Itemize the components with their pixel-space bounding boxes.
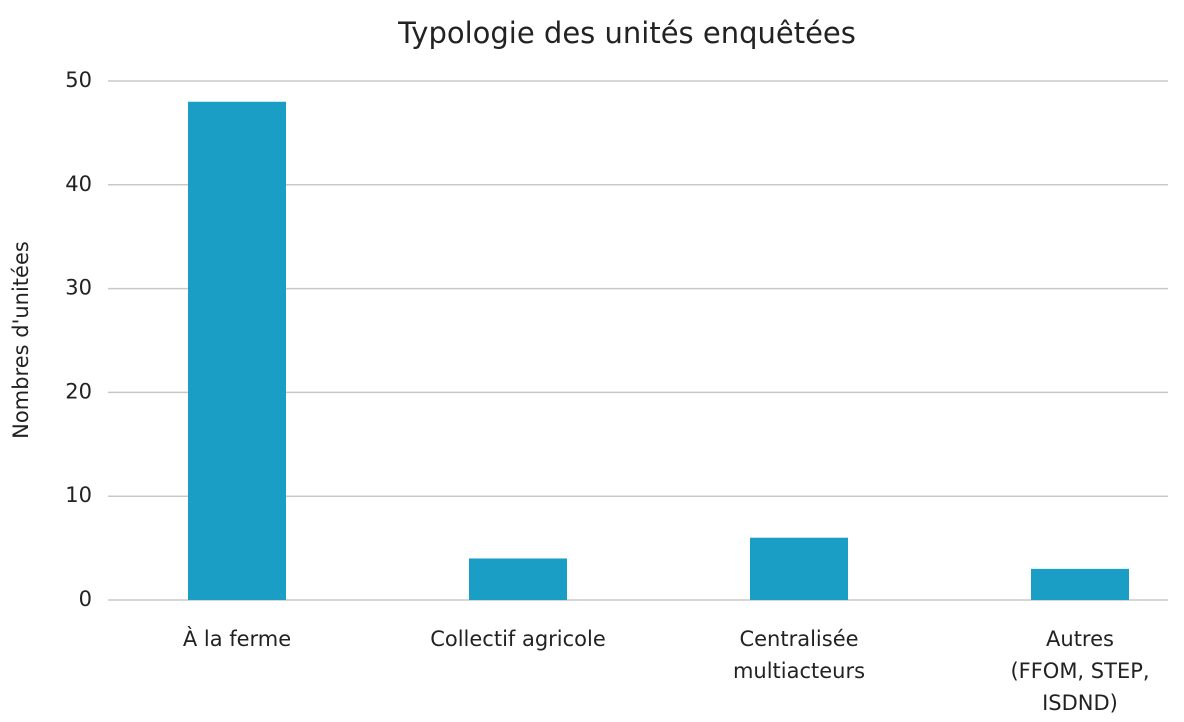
y-tick-label: 10	[65, 483, 92, 507]
x-tick-label-line: Centralisée	[739, 627, 858, 651]
bar	[1031, 568, 1129, 600]
x-tick-label-line: (FFOM, STEP,	[1010, 659, 1149, 683]
x-tick-label-line: ISDND)	[1042, 691, 1118, 715]
bar	[188, 101, 286, 600]
y-tick-label: 50	[65, 68, 92, 92]
y-tick-label: 40	[65, 172, 92, 196]
x-tick-label-line: À la ferme	[183, 626, 291, 651]
x-tick-label: Centralisée multiacteurs	[733, 627, 865, 683]
bar	[469, 558, 567, 600]
x-tick-label-line: Collectif agricole	[430, 627, 606, 651]
x-tick-label: À la ferme	[183, 626, 291, 651]
x-tick-label: Collectif agricole	[430, 627, 606, 651]
bar	[750, 537, 848, 600]
y-tick-label: 30	[65, 276, 92, 300]
x-tick-label: Autres (FFOM, STEP, ISDND)	[1010, 627, 1149, 715]
y-axis-label: Nombres d'unitées	[9, 241, 33, 439]
y-tick-label: 20	[65, 379, 92, 403]
x-tick-label-line: Autres	[1046, 627, 1114, 651]
chart-title: Typologie des unités enquêtées	[397, 16, 856, 50]
x-tick-label-line: multiacteurs	[733, 659, 865, 683]
y-tick-label: 0	[79, 587, 92, 611]
